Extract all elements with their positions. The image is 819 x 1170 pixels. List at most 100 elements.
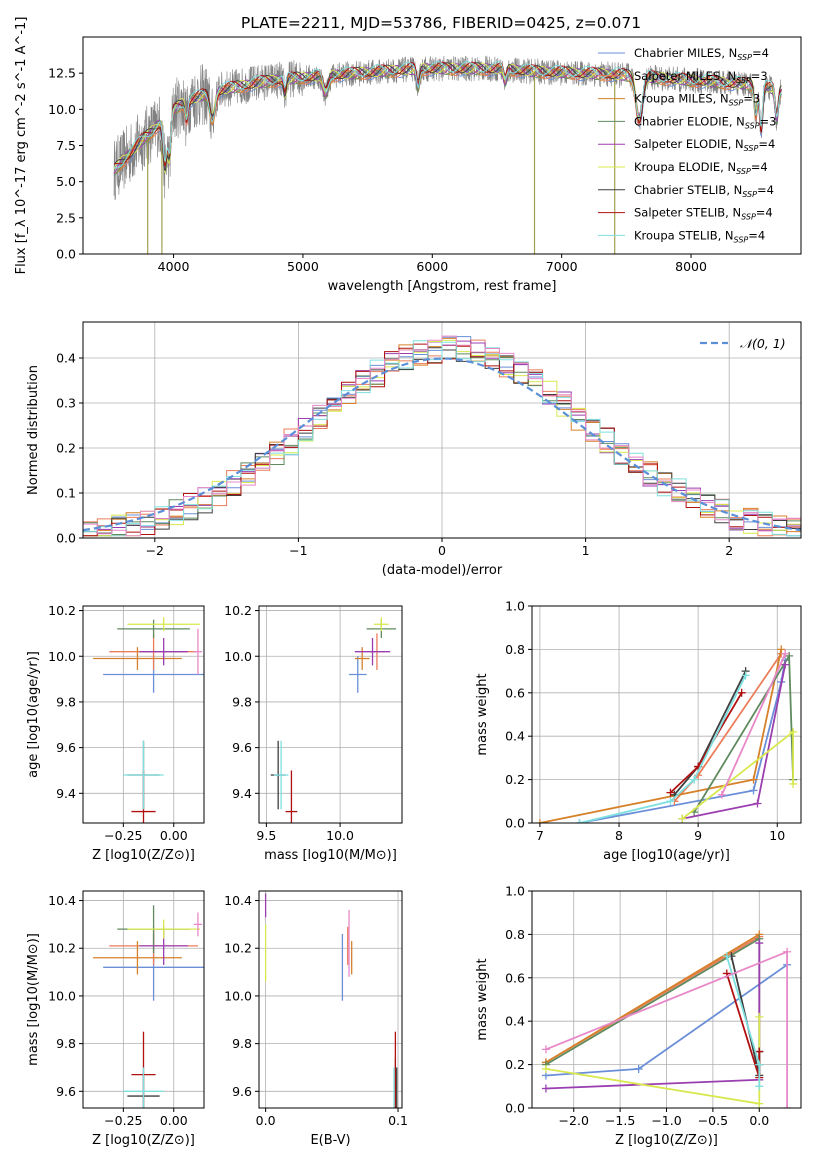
y-tick-label: 9.8 (56, 1036, 76, 1051)
x-tick-label: 6000 (416, 259, 448, 274)
series-marker (783, 1104, 792, 1108)
spectrum-legend: Chabrier MILES, NSSP=4 Salpeter MILES, NS… (598, 46, 776, 244)
y-tick-label: 0.6 (505, 970, 525, 985)
series-marker (789, 779, 798, 788)
y-tick-label: 10.4 (224, 893, 252, 908)
y-axis-label: age [log10(age/yr)] (26, 651, 41, 778)
y-tick-label: 0.4 (505, 1014, 525, 1029)
series-line (579, 660, 787, 823)
plot-area (93, 905, 204, 1108)
errorbar-kroupa-stelib (123, 1067, 164, 1108)
y-tick-label: 10.0 (48, 649, 76, 664)
x-tick-label: −1.5 (605, 1113, 635, 1128)
y-tick-label: 0.8 (505, 927, 525, 942)
y-axis-label: Flux [f_λ 10^-17 erg cm^-2 s^-1 A^-1] (14, 17, 29, 275)
y-tick-label: 10.2 (224, 941, 252, 956)
plot-area (264, 893, 398, 1108)
errorbar-kroupa-miles (93, 647, 182, 670)
x-tick-label: 0.0 (256, 1113, 276, 1128)
x-tick-label: 0.0 (749, 1113, 769, 1128)
x-tick-label: 0.00 (160, 1113, 188, 1128)
panel-age_vs_mass: 9.5 10.0 9.4 9.6 9.8 10.0 10.2 mass [log10(M/M⊙… (224, 603, 403, 863)
y-axis-label: mass [log10(M/M⊙)] (26, 933, 41, 1066)
plot-area (270, 617, 397, 823)
x-axis-label: Z [log10(Z/Z⊙)] (92, 848, 195, 863)
x-tick-label: −2 (146, 543, 164, 558)
x-tick-label: 7000 (546, 259, 578, 274)
errorbar-salpeter-stelib (285, 770, 298, 823)
series-marker (755, 1047, 764, 1056)
series-marker (737, 688, 746, 697)
x-axis-label: Z [log10(Z/Z⊙)] (615, 1133, 718, 1148)
model-line-salpeter-stelib (113, 61, 782, 166)
series-marker (749, 775, 758, 784)
errorbar-pink (193, 912, 202, 937)
x-tick-label: 5000 (287, 259, 319, 274)
x-axis-label: wavelength [Angstrom, rest frame] (328, 279, 557, 294)
x-axis-label: age [log10(age/yr)] (603, 848, 730, 863)
series-kroupa-elodie (678, 727, 798, 823)
x-tick-label: −2.0 (559, 1113, 589, 1128)
series-marker (722, 952, 731, 961)
errorbar-pink (193, 628, 202, 675)
y-tick-label: 1.0 (505, 599, 525, 614)
x-tick-label: 0.00 (160, 828, 188, 843)
series-marker (755, 939, 764, 948)
y-tick-label: 0.4 (56, 351, 76, 366)
series-marker (541, 1064, 550, 1073)
series-marker (717, 790, 726, 799)
y-tick-label: 10.2 (48, 603, 76, 618)
y-tick-label: 7.5 (56, 138, 76, 153)
x-tick-label: −0.25 (104, 828, 142, 843)
plot-area (93, 617, 204, 823)
errorbar-chabrier-miles (348, 656, 367, 693)
series-salpeter-elodie (678, 660, 790, 823)
series-line (725, 973, 761, 1078)
y-tick-label: 1.0 (505, 884, 525, 899)
y-tick-label: 0.2 (505, 772, 525, 787)
x-axis-label: mass [log10(M/M⊙)] (264, 848, 397, 863)
y-tick-label: 0.3 (56, 396, 76, 411)
y-tick-label: 10.2 (48, 941, 76, 956)
series-line (579, 675, 747, 823)
y-tick-label: 0.2 (505, 1057, 525, 1072)
series-line (673, 670, 747, 796)
y-tick-label: 0.6 (505, 685, 525, 700)
errorbar-chabrier-elodie (117, 619, 190, 638)
plot-area (83, 335, 801, 537)
y-tick-label: 9.8 (232, 694, 252, 709)
y-tick-label: 9.4 (56, 786, 76, 801)
series-chabrier-stelib (670, 667, 750, 799)
y-tick-label: 9.6 (232, 1084, 252, 1099)
series-pink (717, 649, 790, 799)
x-axis-label: Z [log10(Z/Z⊙)] (92, 1133, 195, 1148)
y-axis-label: mass weight (475, 673, 490, 755)
series-marker (749, 786, 758, 795)
series-salpeter-elodie (541, 939, 764, 1093)
panel-mass_vs_ebv: 0.0 0.1 9.6 9.8 10.0 10.2 10.4 E(B-V) (224, 890, 408, 1148)
series-marker (781, 660, 790, 669)
x-axis-label: E(B-V) (310, 1133, 350, 1148)
figure-title: PLATE=2211, MJD=53786, FIBERID=0425, z=0… (241, 14, 641, 32)
axes-frame (82, 890, 205, 1109)
x-axis-label: (data-model)/error (382, 563, 503, 578)
series-line (545, 943, 761, 1090)
legend-label-salpeter-stelib: Salpeter STELIB, NSSP=4 (634, 206, 773, 222)
y-tick-label: 0.0 (505, 1101, 525, 1116)
legend-label-kroupa-stelib: Kroupa STELIB, NSSP=4 (634, 228, 765, 244)
x-tick-label: 10.0 (326, 828, 354, 843)
y-tick-label: 10.2 (224, 603, 252, 618)
series-marker (634, 1064, 643, 1073)
plot-area (535, 645, 798, 823)
x-tick-label: 7 (536, 828, 544, 843)
axes-frame (258, 890, 403, 1109)
panel-massweight_vs_Z: −2.0 −1.5 −1.0 −0.5 0.0 0.0 0.2 0.4 0.6 0.8 1.0 Z [… (475, 884, 802, 1148)
x-tick-label: 9 (694, 828, 702, 843)
errorbar-salpeter-elodie (139, 637, 188, 666)
x-tick-label: 2 (725, 543, 733, 558)
legend-label-kroupa-elodie: Kroupa ELODIE, NSSP=4 (634, 160, 768, 176)
plot-area (113, 55, 782, 254)
errorbar-kroupa-elodie (127, 919, 200, 939)
panel-spectrum: Chabrier MILES, NSSP=4 Salpeter MILES, NS… (14, 17, 802, 294)
y-tick-label: 9.6 (232, 740, 252, 755)
